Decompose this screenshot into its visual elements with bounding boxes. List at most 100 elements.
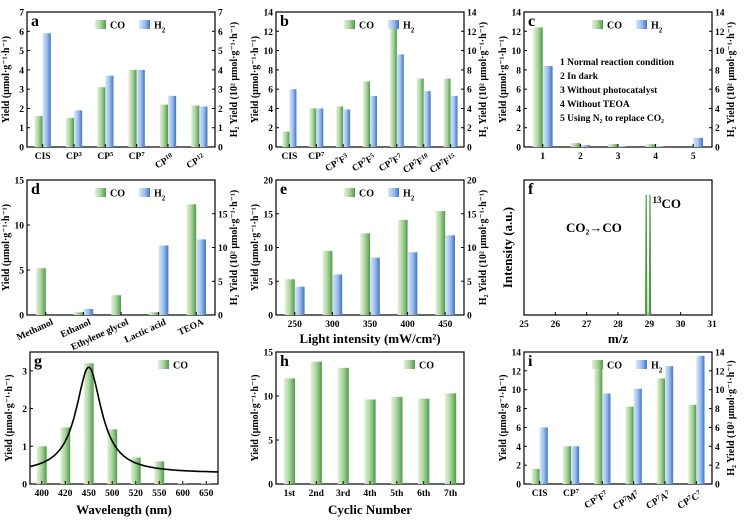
y2-tick-label: 0 bbox=[467, 312, 472, 322]
y2-tick-label: 0 bbox=[218, 144, 223, 154]
panel-g: 400 420 450 500 520 550 600 650 0 1 2 3 Yield (μmol·… bbox=[4, 351, 219, 517]
bar-h2 bbox=[407, 252, 418, 315]
bar-h2 bbox=[370, 257, 380, 315]
bar-co bbox=[65, 118, 74, 147]
y-tick-label: 2 bbox=[268, 124, 273, 134]
y2-tick-label: 2 bbox=[218, 105, 223, 115]
y2-tick-label: 7 bbox=[218, 9, 223, 19]
bar-h2 bbox=[445, 235, 455, 315]
bar-co bbox=[97, 87, 106, 147]
y2-axis-label: H₂ Yield (10² μmol·g⁻¹·h⁻¹) bbox=[478, 190, 489, 306]
x-tick-label: CP7F10 bbox=[401, 151, 432, 176]
bar-h2 bbox=[289, 89, 297, 147]
legend-label-co: CO bbox=[110, 21, 125, 32]
y-tick-label: 10 bbox=[264, 244, 274, 254]
bar-co bbox=[608, 144, 618, 147]
ms-peak-line bbox=[645, 194, 652, 316]
bar-co bbox=[360, 233, 370, 315]
y-tick-label: 15 bbox=[264, 349, 274, 359]
y-tick-label: 14 bbox=[512, 349, 522, 359]
bar-h2 bbox=[539, 427, 548, 484]
panel-label: a bbox=[31, 13, 39, 30]
legend-label-co: CO bbox=[607, 21, 622, 32]
bar-co bbox=[363, 81, 370, 147]
bar-h2 bbox=[316, 108, 324, 147]
x-tick-label: 4th bbox=[363, 489, 377, 499]
x-tick-label: 30 bbox=[676, 320, 686, 330]
legend-swatch-h2 bbox=[636, 360, 647, 369]
note-text: 1 Normal reaction condition bbox=[560, 58, 675, 68]
x-tick-label: 2 bbox=[578, 152, 583, 162]
y-tick-label: 2 bbox=[19, 105, 24, 115]
panel-label: f bbox=[528, 181, 534, 198]
note-text: 3 Without photocatalyst bbox=[560, 86, 658, 96]
y2-tick-label: 4 bbox=[715, 105, 720, 115]
y2-tick-label: 6 bbox=[218, 28, 223, 38]
y2-tick-label: 6 bbox=[715, 86, 720, 96]
bar-co bbox=[107, 429, 118, 484]
legend-label-co: CO bbox=[359, 21, 374, 32]
y2-tick-label: 10 bbox=[218, 244, 228, 254]
y-tick-label: 3 bbox=[19, 86, 24, 96]
y2-axis-label: H₂ Yield (10² μmol·g⁻¹·h⁻¹) bbox=[726, 360, 737, 476]
bar-h2 bbox=[332, 274, 343, 315]
bar-h2 bbox=[696, 355, 705, 484]
legend-label-h2: H2 bbox=[403, 189, 415, 203]
bar-co bbox=[282, 131, 290, 147]
plot-frame bbox=[29, 351, 219, 485]
y-tick-label: 0 bbox=[516, 481, 521, 491]
y-tick-label: 10 bbox=[264, 393, 274, 403]
bar-co bbox=[73, 312, 84, 315]
y-tick-label: 4 bbox=[268, 105, 273, 115]
y-tick-label: 12 bbox=[512, 28, 522, 38]
x-tick-label: 450 bbox=[82, 489, 97, 499]
legend-swatch-h2 bbox=[388, 188, 399, 197]
bar-co bbox=[533, 27, 543, 147]
y-axis-label: Yield (μmol·g⁻¹·h⁻¹) bbox=[1, 204, 12, 291]
y-tick-label: 10 bbox=[512, 386, 522, 396]
bar-co bbox=[416, 78, 424, 147]
y-tick-label: 12 bbox=[512, 367, 522, 377]
legend-swatch-co bbox=[592, 20, 603, 29]
y-tick-label: 2 bbox=[22, 405, 27, 415]
bar-co bbox=[562, 446, 571, 484]
x-tick-label: 6th bbox=[417, 489, 431, 499]
legend-label-co: CO bbox=[607, 361, 622, 372]
x-tick-label: 2nd bbox=[309, 489, 325, 499]
x-tick-label: CIS bbox=[532, 489, 548, 499]
y2-axis-label: H₂ Yield (10² μmol·g⁻¹·h⁻¹) bbox=[478, 22, 489, 138]
bar-co bbox=[159, 104, 168, 147]
y2-tick-label: 10 bbox=[467, 244, 477, 254]
bar-h2 bbox=[450, 95, 458, 147]
bar-h2 bbox=[370, 95, 377, 147]
x-tick-label: Lactic acid bbox=[123, 317, 168, 345]
y-tick-label: 5 bbox=[268, 437, 273, 447]
y-tick-label: 8 bbox=[268, 66, 273, 76]
legend-label-h2: H2 bbox=[154, 189, 166, 203]
x-axis-label: Wavelength (nm) bbox=[76, 502, 172, 517]
annotation-text: CO₂→CO bbox=[566, 220, 622, 235]
panel-label: d bbox=[31, 181, 40, 198]
y2-tick-label: 6 bbox=[715, 424, 720, 434]
panel-label: e bbox=[280, 181, 287, 198]
legend-swatch-h2 bbox=[636, 20, 647, 29]
y-tick-label: 6 bbox=[19, 28, 24, 38]
x-tick-label: 250 bbox=[288, 320, 303, 330]
y-tick-label: 7 bbox=[19, 9, 24, 19]
x-tick-label: 450 bbox=[438, 320, 453, 330]
bar-co bbox=[688, 404, 697, 484]
y2-tick-label: 8 bbox=[715, 66, 720, 76]
y2-axis-label: H₂ Yield (10² μmol·g⁻¹·h⁻¹) bbox=[229, 190, 240, 306]
bar-h2 bbox=[602, 393, 611, 484]
y2-tick-label: 4 bbox=[218, 66, 223, 76]
x-tick-label: 1 bbox=[540, 152, 545, 162]
x-tick-label: 28 bbox=[613, 320, 623, 330]
y-axis-label: Yield (μmol·g⁻¹·h⁻¹) bbox=[498, 374, 509, 461]
y-tick-label: 2 bbox=[516, 124, 521, 134]
bar-h2 bbox=[571, 446, 580, 484]
bar-h2 bbox=[196, 239, 206, 315]
y-tick-label: 5 bbox=[268, 278, 273, 288]
y-tick-label: 5 bbox=[19, 47, 24, 57]
